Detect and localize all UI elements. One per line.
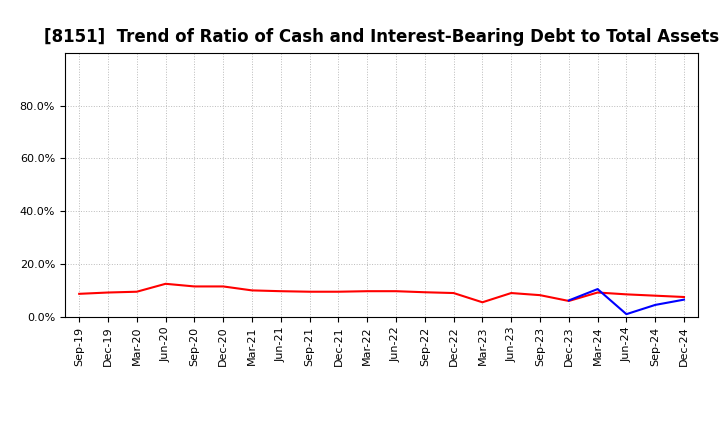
Cash [392, 289, 400, 294]
Interest-Bearing Debt [651, 302, 660, 308]
Cash [478, 300, 487, 305]
Cash [564, 298, 573, 304]
Line: Interest-Bearing Debt: Interest-Bearing Debt [569, 289, 684, 314]
Cash [449, 290, 458, 296]
Cash [190, 284, 199, 289]
Cash [536, 293, 544, 298]
Line: Cash: Cash [79, 284, 684, 302]
Cash [248, 288, 256, 293]
Cash [334, 289, 343, 294]
Title: [8151]  Trend of Ratio of Cash and Interest-Bearing Debt to Total Assets: [8151] Trend of Ratio of Cash and Intere… [44, 28, 719, 46]
Cash [161, 281, 170, 286]
Cash [680, 294, 688, 300]
Cash [219, 284, 228, 289]
Cash [651, 293, 660, 298]
Interest-Bearing Debt [593, 286, 602, 292]
Cash [132, 289, 141, 294]
Interest-Bearing Debt [564, 298, 573, 303]
Interest-Bearing Debt [680, 297, 688, 302]
Cash [507, 290, 516, 296]
Cash [305, 289, 314, 294]
Cash [363, 289, 372, 294]
Interest-Bearing Debt [622, 312, 631, 317]
Cash [593, 290, 602, 295]
Cash [75, 291, 84, 297]
Cash [420, 290, 429, 295]
Cash [104, 290, 112, 295]
Cash [276, 289, 285, 294]
Cash [622, 292, 631, 297]
